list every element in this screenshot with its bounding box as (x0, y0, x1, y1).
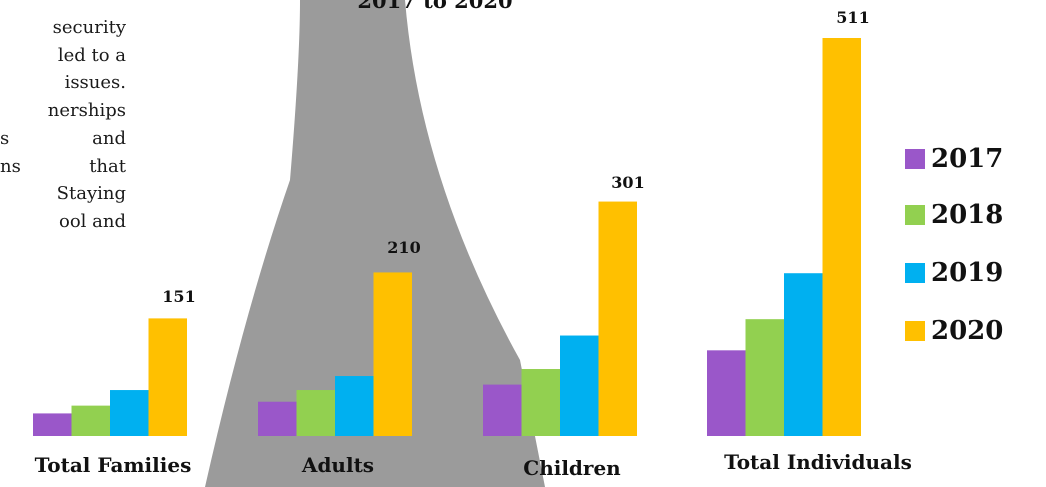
text-line: s and (0, 125, 126, 153)
data-label-total-families: 151 (162, 287, 196, 306)
data-label-adults: 210 (387, 238, 421, 257)
bar-total-families-2020 (148, 318, 187, 436)
category-label-adults: Adults (301, 453, 375, 477)
bar-total-individuals-2017 (707, 350, 746, 436)
category-label-children: Children (523, 456, 621, 480)
bar-children-2019 (560, 335, 599, 436)
legend-label: 2017 (931, 144, 1004, 174)
category-label-total-individuals: Total Individuals (724, 450, 912, 474)
data-label-children: 301 (611, 173, 645, 192)
bar-total-individuals-2020 (822, 38, 861, 436)
bar-total-individuals-2018 (745, 319, 784, 436)
legend-label: 2019 (931, 258, 1004, 288)
text-word: ns (0, 155, 21, 177)
chart-title: 2017 to 2020 (357, 0, 513, 13)
bar-adults-2020 (373, 272, 412, 436)
bar-children-2017 (483, 384, 522, 436)
text-word: that (89, 155, 126, 177)
text-word: and (92, 127, 126, 149)
data-label-total-individuals: 511 (836, 8, 870, 27)
text-line: ns that (0, 153, 126, 181)
text-word: s (0, 127, 10, 149)
bar-total-families-2018 (71, 405, 110, 436)
text-line: ool and (59, 210, 126, 232)
category-label-total-families: Total Families (34, 453, 192, 477)
bar-adults-2018 (296, 390, 335, 436)
bar-total-families-2017 (33, 413, 72, 436)
legend-label: 2018 (931, 200, 1004, 230)
bar-children-2018 (521, 369, 560, 436)
text-line: nerships (47, 100, 126, 122)
legend-swatch (905, 205, 925, 225)
legend-swatch (905, 149, 925, 169)
bar-total-individuals-2019 (784, 273, 823, 436)
bar-adults-2019 (335, 376, 374, 436)
legend-item-2018: 2018 (905, 200, 1003, 230)
bar-group (33, 38, 861, 436)
background-gray-shape (205, 0, 545, 487)
bar-children-2020 (598, 201, 637, 436)
text-line: Staying (56, 183, 126, 205)
body-text-fragment: security led to a issues. nerships s and … (0, 14, 126, 236)
text-line: issues. (64, 72, 126, 94)
legend-item-2017: 2017 (905, 144, 1003, 174)
legend-swatch (905, 321, 925, 341)
bar-total-families-2019 (110, 390, 149, 436)
legend-swatch (905, 263, 925, 283)
text-line: security (52, 17, 126, 38)
text-line: led to a (57, 44, 126, 66)
legend-item-2019: 2019 (905, 258, 1003, 288)
legend-label: 2020 (931, 316, 1004, 346)
legend-item-2020: 2020 (905, 316, 1003, 346)
bar-adults-2017 (258, 401, 297, 436)
